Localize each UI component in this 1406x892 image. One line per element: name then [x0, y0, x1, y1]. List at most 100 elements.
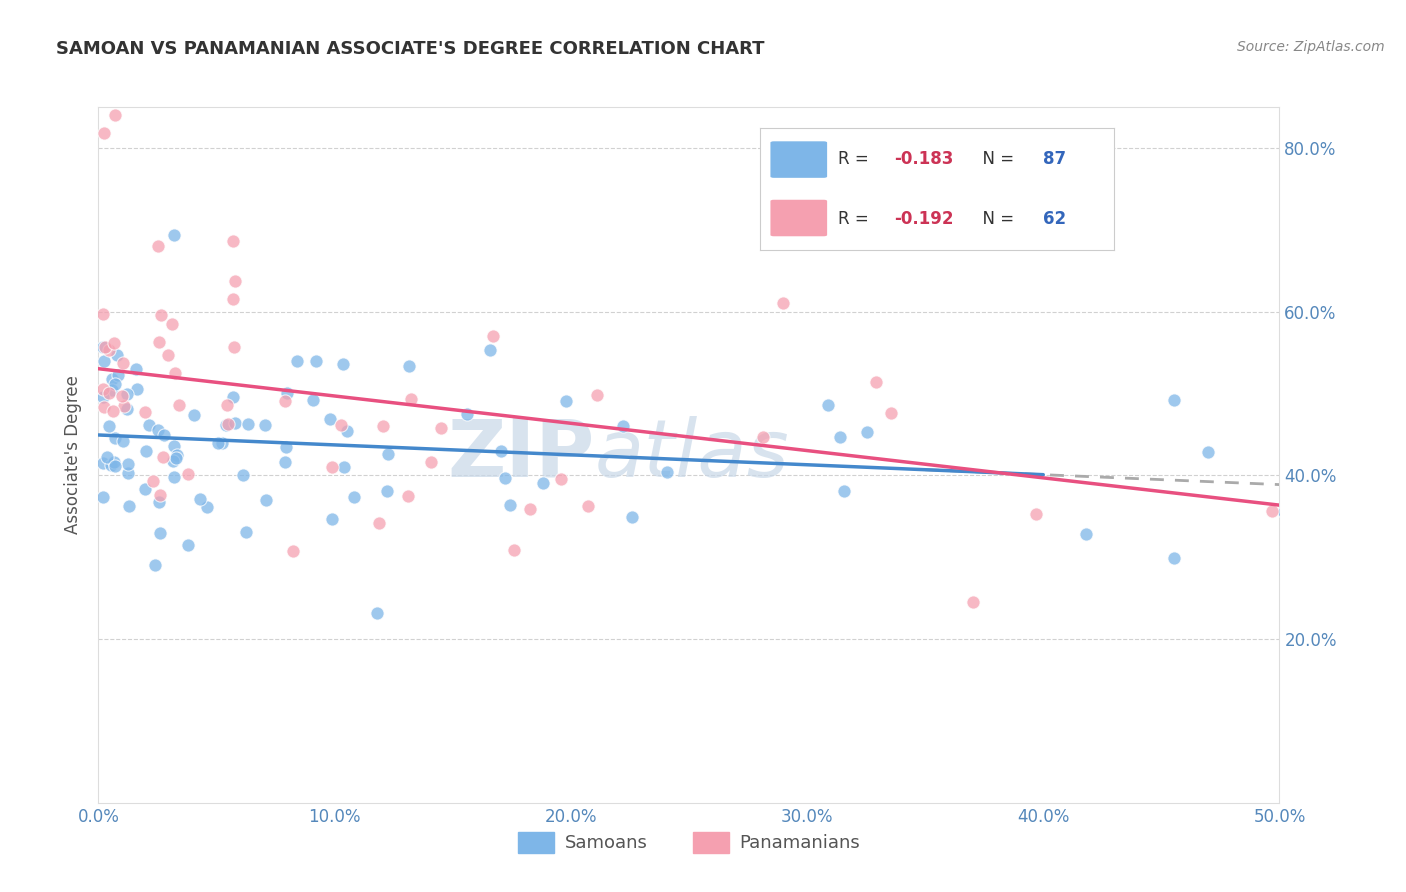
Point	[828, 430, 851, 444]
Point	[256, 492, 278, 507]
Point	[531, 475, 554, 490]
Point	[222, 234, 245, 248]
Point	[163, 470, 186, 484]
Point	[1274, 505, 1296, 519]
Point	[489, 443, 512, 458]
Point	[221, 390, 243, 404]
Point	[224, 275, 246, 289]
Text: SAMOAN VS PANAMANIAN ASSOCIATE'S DEGREE CORRELATION CHART: SAMOAN VS PANAMANIAN ASSOCIATE'S DEGREE …	[56, 40, 765, 58]
Point	[103, 335, 125, 350]
Point	[117, 457, 139, 471]
Point	[281, 544, 304, 558]
Point	[104, 376, 127, 391]
Point	[153, 428, 176, 442]
Point	[1344, 384, 1367, 398]
Point	[100, 458, 122, 473]
Point	[188, 492, 211, 507]
Point	[93, 126, 115, 140]
Point	[224, 416, 246, 430]
Point	[1198, 444, 1220, 458]
Point	[274, 394, 297, 409]
Point	[97, 385, 120, 400]
Point	[1163, 392, 1185, 407]
Point	[93, 341, 115, 355]
Point	[104, 431, 127, 445]
Point	[1074, 527, 1097, 541]
Point	[305, 354, 328, 368]
Point	[112, 399, 135, 413]
Point	[343, 490, 366, 504]
Point	[160, 317, 183, 331]
Point	[169, 398, 191, 412]
Point	[880, 406, 903, 420]
Point	[149, 308, 172, 322]
Point	[156, 348, 179, 362]
Point	[91, 456, 114, 470]
Point	[93, 400, 115, 414]
Point	[163, 439, 186, 453]
Point	[222, 340, 245, 354]
Point	[276, 385, 298, 400]
Text: atlas: atlas	[595, 416, 789, 494]
Point	[550, 472, 572, 486]
Point	[499, 498, 522, 512]
Point	[420, 455, 443, 469]
Point	[134, 482, 156, 496]
Point	[856, 425, 879, 440]
Point	[494, 471, 516, 485]
Point	[1163, 551, 1185, 566]
Point	[149, 525, 172, 540]
Point	[118, 499, 141, 513]
Point	[399, 392, 422, 406]
Point	[163, 227, 186, 242]
Point	[273, 455, 295, 469]
Point	[101, 372, 124, 386]
Text: Source: ZipAtlas.com: Source: ZipAtlas.com	[1237, 40, 1385, 54]
Point	[146, 423, 169, 437]
Point	[865, 376, 887, 390]
Point	[105, 348, 128, 362]
Point	[253, 417, 276, 432]
Point	[398, 359, 420, 373]
Point	[104, 458, 127, 473]
Legend: Samoans, Panamanians: Samoans, Panamanians	[517, 832, 860, 853]
Point	[138, 417, 160, 432]
Point	[134, 405, 156, 419]
Point	[166, 448, 188, 462]
Point	[217, 417, 239, 431]
Point	[456, 407, 478, 421]
Point	[135, 443, 157, 458]
Point	[111, 389, 134, 403]
Text: ZIP: ZIP	[447, 416, 595, 494]
Point	[91, 307, 114, 321]
Point	[752, 430, 775, 444]
Point	[149, 488, 172, 502]
Point	[430, 421, 453, 435]
Point	[177, 467, 200, 481]
Point	[93, 340, 115, 354]
Point	[211, 436, 233, 450]
Point	[91, 391, 114, 405]
Point	[479, 343, 502, 357]
Point	[772, 296, 794, 310]
Point	[91, 490, 114, 504]
Point	[1025, 508, 1047, 522]
Point	[217, 398, 239, 412]
Point	[127, 382, 149, 396]
Y-axis label: Associate's Degree: Associate's Degree	[65, 376, 83, 534]
Point	[146, 239, 169, 253]
Point	[117, 466, 139, 480]
Point	[183, 408, 205, 422]
Point	[366, 606, 388, 620]
Point	[97, 343, 120, 357]
Point	[93, 353, 115, 368]
Point	[104, 108, 127, 122]
Point	[162, 453, 184, 467]
Point	[655, 465, 678, 479]
Point	[321, 460, 343, 475]
Point	[482, 328, 505, 343]
Point	[368, 516, 391, 530]
Point	[222, 292, 245, 306]
Point	[177, 538, 200, 552]
Point	[91, 382, 114, 396]
